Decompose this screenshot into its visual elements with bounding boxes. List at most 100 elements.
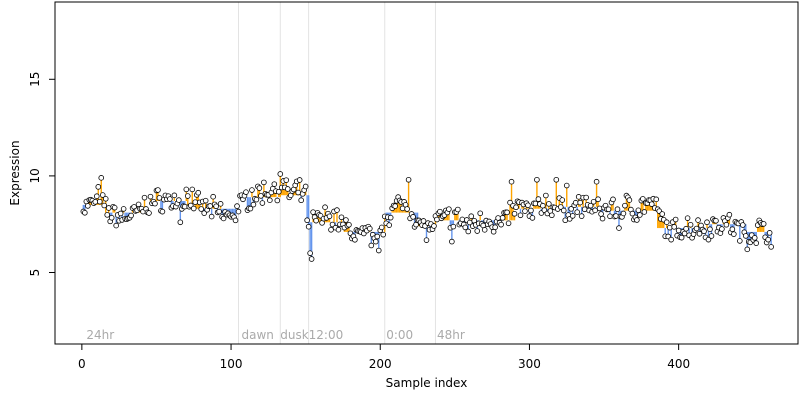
data-point [607, 213, 613, 220]
data-point [372, 238, 379, 245]
data-point [705, 236, 712, 243]
data-point [713, 218, 719, 224]
data-point [141, 194, 148, 201]
data-point [247, 205, 254, 212]
data-point [592, 207, 598, 214]
data-point [499, 215, 506, 221]
data-point [666, 224, 673, 231]
data-point [310, 209, 316, 215]
data-point [82, 209, 88, 216]
data-point [569, 213, 576, 219]
data-point [529, 215, 536, 221]
data-point [726, 211, 733, 218]
data-point [634, 217, 640, 223]
data-point [99, 192, 106, 198]
data-point [744, 246, 751, 253]
data-point [459, 216, 466, 223]
data-point [671, 224, 677, 230]
data-point [528, 207, 534, 214]
data-point [335, 226, 342, 233]
data-point [578, 213, 585, 219]
data-point [274, 197, 281, 204]
data-point [434, 216, 440, 223]
data-point [104, 212, 111, 218]
data-point [593, 178, 600, 185]
data-point [216, 208, 222, 215]
data-point [723, 221, 730, 228]
data-point [751, 235, 758, 241]
data-point [663, 219, 670, 225]
data-point [675, 227, 682, 234]
data-point [120, 206, 127, 212]
data-point [307, 250, 313, 256]
data-point [386, 222, 393, 228]
data-point [562, 217, 569, 224]
data-point [765, 236, 771, 243]
data-point [152, 200, 158, 207]
data-point [85, 203, 91, 209]
data-point [553, 176, 560, 183]
data-point [620, 210, 627, 217]
data-point [517, 212, 524, 219]
data-point [256, 185, 263, 191]
data-point [374, 233, 381, 240]
data-point [275, 188, 282, 195]
y-tick-label: 10 [28, 168, 42, 183]
data-point [687, 221, 694, 228]
data-point [261, 179, 267, 186]
data-point [560, 207, 567, 214]
data-point [95, 184, 102, 190]
data-point [259, 200, 266, 206]
data-point [581, 206, 588, 213]
data-point [190, 205, 197, 212]
data-point [477, 210, 484, 217]
vertical-guide-lines [238, 2, 436, 344]
data-point [232, 217, 239, 224]
annotation-label: 48hr [437, 328, 465, 342]
data-point [648, 201, 655, 207]
data-point [450, 223, 457, 230]
data-point [250, 201, 257, 208]
x-tick-label: 0 [78, 357, 86, 371]
data-point [708, 233, 715, 239]
annotation-label: 0:00 [386, 328, 413, 342]
data-point [511, 210, 518, 217]
data-point [598, 211, 604, 217]
annotation-label: dusk [280, 328, 308, 342]
y-tick-label: 15 [28, 72, 42, 87]
annotation-label: 12:00 [309, 328, 344, 342]
data-point [208, 213, 215, 220]
data-point [155, 187, 161, 193]
data-point [525, 202, 531, 209]
x-tick-label: 400 [667, 357, 690, 371]
data-point [367, 225, 373, 232]
data-point [217, 201, 224, 207]
x-tick-label: 300 [518, 357, 541, 371]
x-axis: 0 100 200 300 400 [78, 343, 690, 371]
data-point [563, 182, 570, 189]
data-point [405, 176, 412, 183]
data-point [302, 183, 309, 190]
data-point [640, 196, 646, 202]
data-point [753, 240, 760, 246]
data-point [739, 222, 746, 228]
data-point [102, 195, 109, 202]
data-point [105, 205, 112, 211]
annotation-label: dawn [241, 328, 273, 342]
data-point [504, 209, 510, 216]
data-point [375, 247, 382, 254]
data-point [220, 215, 227, 222]
data-point [614, 206, 621, 212]
data-point [672, 216, 679, 223]
data-point [498, 221, 504, 228]
data-point [267, 197, 273, 203]
data-point [184, 193, 191, 199]
data-point [113, 222, 119, 229]
data-point [93, 193, 100, 199]
data-point [707, 226, 713, 233]
data-point [392, 203, 398, 209]
data-point [198, 206, 205, 212]
data-point [171, 192, 178, 199]
data-point [387, 214, 394, 221]
data-point [540, 202, 546, 209]
